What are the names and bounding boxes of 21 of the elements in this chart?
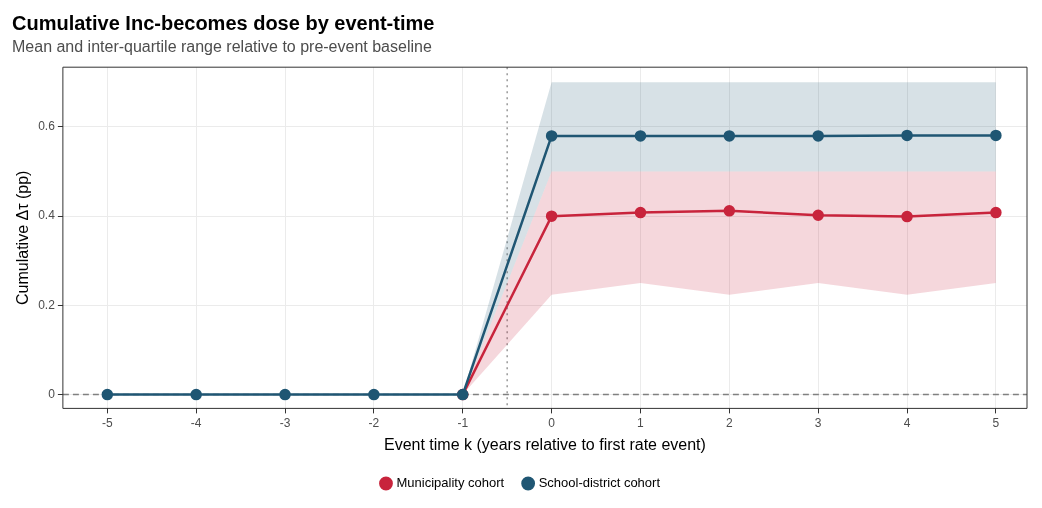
y-axis-title: Cumulative Δτ (pp) [14, 170, 32, 305]
x-tick-label: 3 [814, 415, 822, 430]
x-tick-label: 5 [992, 415, 1000, 430]
x-tick-label: 4 [903, 415, 911, 430]
x-tick-label: 1 [637, 415, 645, 430]
x-tick-label: 0 [548, 415, 556, 430]
x-axis-title: Event time k (years relative to first rate event) [384, 435, 706, 453]
x-tick-label: -5 [101, 415, 113, 430]
legend-label: School-district cohort [538, 475, 661, 491]
x-tick-label: -2 [368, 415, 380, 430]
y-tick-label: 0 [48, 386, 56, 401]
x-tick-label: -1 [457, 415, 469, 430]
y-tick-label: 0.4 [38, 208, 56, 223]
y-tick-label: 0.2 [38, 297, 56, 312]
chart-title: Cumulative Inc-becomes dose by event-time [12, 11, 435, 34]
chart-subtitle: Mean and inter-quartile range relative to pre-event baseline [12, 38, 432, 56]
y-tick-label: 0.6 [38, 119, 56, 134]
x-tick-label: -3 [279, 415, 291, 430]
x-tick-label: -4 [190, 415, 202, 430]
x-tick-label: 2 [725, 415, 733, 430]
legend-label: Municipality cohort [396, 475, 505, 491]
